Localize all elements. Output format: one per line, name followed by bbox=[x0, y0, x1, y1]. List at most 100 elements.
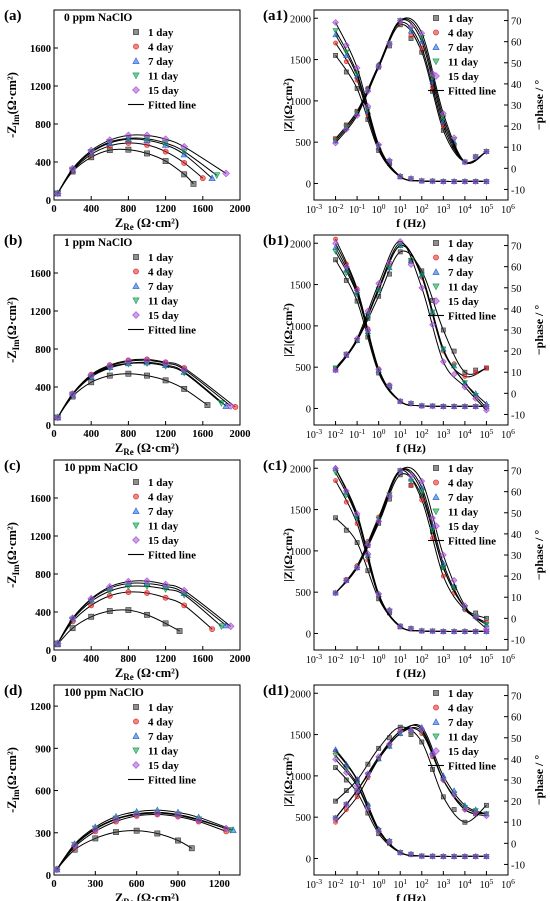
modulus-point bbox=[450, 178, 458, 185]
nyquist-frame bbox=[53, 459, 241, 651]
x-tick-label: 10-1 bbox=[349, 877, 365, 891]
legend-marker bbox=[433, 690, 439, 696]
modulus-point bbox=[343, 769, 350, 776]
legend-label: 1 day bbox=[148, 252, 174, 264]
panel-label: (a1) bbox=[263, 8, 288, 24]
y-tick-label-right: 70 bbox=[511, 242, 522, 253]
x-tick-label: 10-3 bbox=[306, 427, 322, 441]
y-tick-label-left: 1000 bbox=[290, 547, 311, 558]
y-tick-label-left: 1500 bbox=[290, 731, 311, 742]
modulus-point bbox=[472, 403, 479, 410]
data-point bbox=[154, 830, 161, 837]
fitted-line bbox=[57, 361, 227, 418]
y-tick-label-right: 20 bbox=[511, 347, 522, 358]
fitted-line bbox=[57, 585, 222, 644]
x-tick-label: 10-1 bbox=[349, 427, 365, 441]
modulus-point bbox=[343, 499, 349, 505]
phase-point bbox=[429, 309, 436, 316]
modulus-point bbox=[461, 403, 469, 410]
legend-fitted-label: Fitted line bbox=[148, 775, 196, 787]
phase-point bbox=[418, 284, 426, 292]
y-tick-label-left: 0 bbox=[306, 179, 311, 190]
legend-fitted-label: Fitted line bbox=[448, 761, 496, 773]
legend-label: 4 day bbox=[148, 42, 174, 54]
data-point bbox=[125, 607, 132, 613]
data-point bbox=[217, 623, 226, 630]
phase-point bbox=[407, 727, 415, 734]
data-point bbox=[204, 402, 211, 408]
y-axis-label-right: −phase / ° bbox=[532, 755, 546, 806]
modulus-point bbox=[407, 400, 415, 407]
x-tick-label: 105 bbox=[480, 652, 494, 666]
legend-label: 4 day bbox=[148, 267, 174, 279]
panel-title: 1 ppm NaClO bbox=[64, 237, 132, 249]
y-tick-label: 600 bbox=[35, 787, 51, 798]
y-tick-label-left: 1500 bbox=[290, 281, 311, 292]
y-tick-label-left: 0 bbox=[306, 629, 311, 640]
data-point bbox=[226, 622, 235, 631]
y-tick-label-right: 0 bbox=[511, 389, 516, 400]
legend-fitted-label: Fitted line bbox=[448, 86, 496, 98]
modulus-point bbox=[440, 853, 447, 860]
legend-marker bbox=[132, 761, 140, 769]
data-point bbox=[125, 370, 132, 377]
data-point bbox=[133, 827, 140, 834]
data-point bbox=[68, 614, 77, 622]
modulus-point bbox=[354, 540, 360, 546]
x-tick-label: 102 bbox=[415, 202, 429, 216]
y-tick-label: 0 bbox=[46, 421, 51, 432]
phase-point bbox=[419, 497, 425, 503]
legend-marker bbox=[432, 297, 440, 305]
y-tick-label-right: 40 bbox=[511, 305, 522, 316]
modulus-point bbox=[333, 53, 338, 58]
x-axis-label: f (Hz) bbox=[396, 441, 426, 455]
legend-label: 15 day bbox=[448, 296, 479, 308]
legend-marker bbox=[433, 704, 439, 711]
y-tick-label-right: -10 bbox=[511, 635, 525, 646]
y-tick-label-right: 40 bbox=[511, 755, 522, 766]
legend-marker bbox=[132, 536, 140, 544]
phase-point bbox=[418, 272, 425, 279]
nyquist-frame bbox=[53, 234, 241, 426]
modulus-point bbox=[429, 177, 436, 185]
x-tick-label: 104 bbox=[458, 202, 472, 216]
phase-point bbox=[418, 29, 426, 37]
legend-label: 7 day bbox=[448, 492, 474, 504]
phase-point bbox=[472, 809, 479, 817]
y-tick-label-right: 10 bbox=[511, 368, 522, 379]
legend-marker bbox=[132, 522, 140, 530]
data-point bbox=[53, 413, 62, 422]
data-point bbox=[68, 164, 77, 173]
y-tick-label-left: 500 bbox=[295, 813, 311, 824]
y-tick-label-right: 10 bbox=[511, 818, 522, 829]
data-point bbox=[144, 150, 150, 157]
modulus-point bbox=[332, 28, 339, 34]
phase-point bbox=[483, 622, 490, 628]
legend-marker bbox=[433, 240, 439, 246]
data-point bbox=[132, 810, 141, 819]
data-point bbox=[106, 372, 113, 379]
y-tick-label-right: 30 bbox=[511, 101, 522, 112]
phase-point bbox=[387, 271, 392, 277]
phase-point bbox=[364, 307, 372, 315]
legend-label: 1 day bbox=[148, 702, 174, 714]
modulus-point bbox=[440, 403, 447, 410]
x-tick-label: 0 bbox=[51, 654, 56, 665]
data-point bbox=[87, 594, 96, 603]
modulus-point bbox=[365, 568, 371, 574]
phase-point bbox=[440, 358, 447, 365]
legend-marker bbox=[432, 72, 440, 80]
data-point bbox=[213, 172, 221, 180]
legend-marker bbox=[133, 718, 139, 725]
phase-point bbox=[429, 751, 436, 758]
phase-point bbox=[451, 348, 457, 354]
modulus-point bbox=[343, 263, 350, 271]
legend-label: 15 day bbox=[148, 760, 179, 772]
legend-marker bbox=[132, 72, 140, 80]
x-tick-label: 900 bbox=[170, 879, 186, 890]
phase-point bbox=[462, 374, 468, 379]
legend-marker bbox=[432, 508, 440, 516]
legend-label: 11 day bbox=[148, 71, 179, 83]
y-tick-label: 1200 bbox=[30, 82, 51, 93]
data-point bbox=[199, 175, 206, 182]
